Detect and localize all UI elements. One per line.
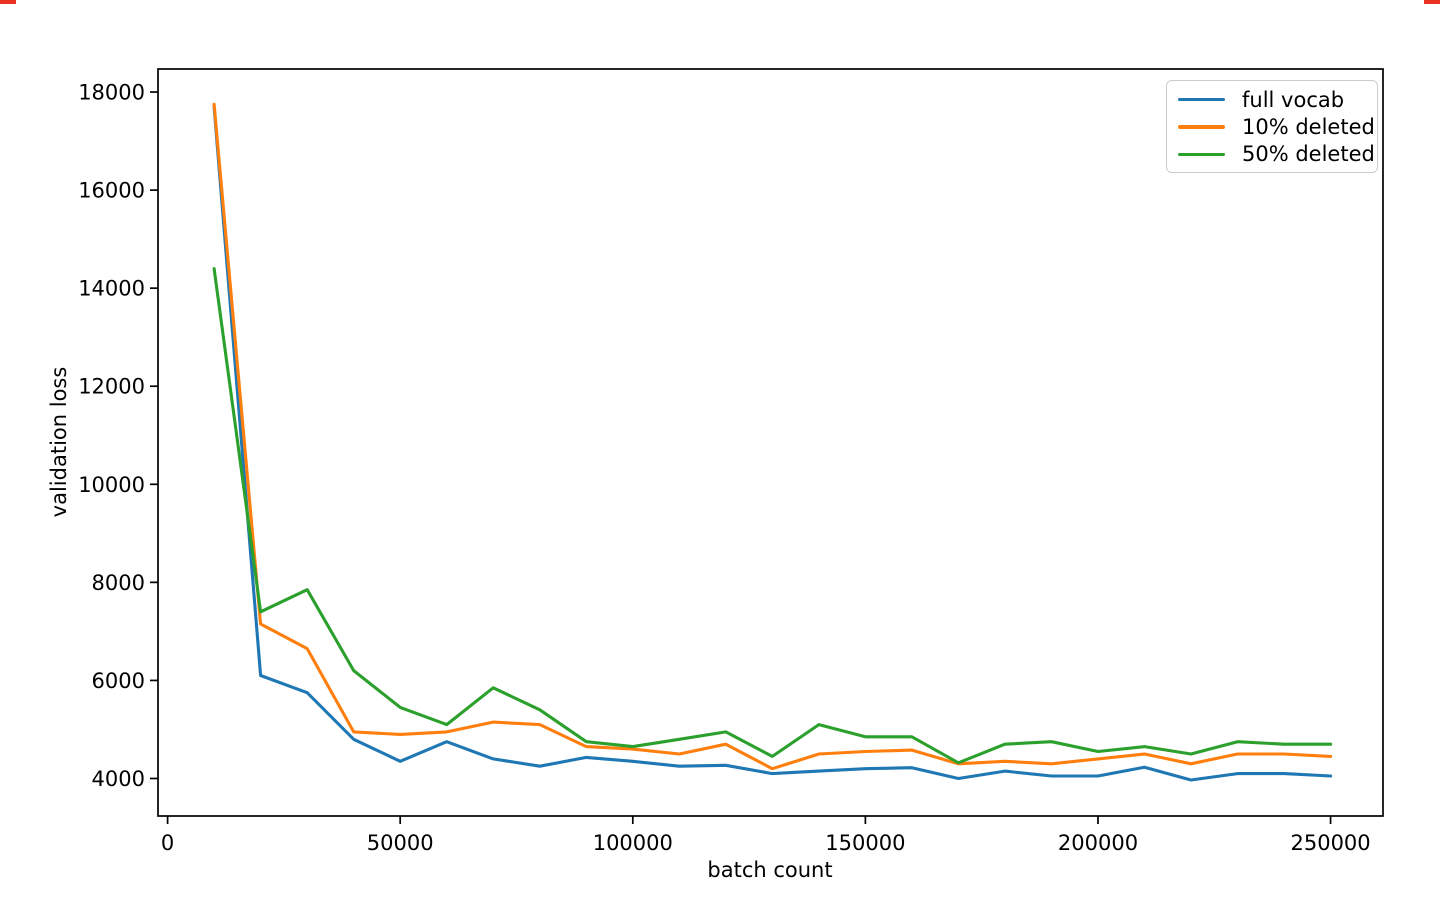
- series-line-0: [212, 105, 1333, 782]
- y-axis-title: validation loss: [47, 366, 71, 518]
- x-tick-label: 150000: [825, 831, 905, 855]
- x-tick-label: 200000: [1058, 831, 1138, 855]
- y-tick-label: 8000: [92, 571, 145, 595]
- x-tick-label: 0: [161, 831, 174, 855]
- x-axis-title: batch count: [707, 858, 833, 882]
- screen-corner-mark-right: [1424, 0, 1440, 4]
- plot-frame: [157, 68, 1384, 817]
- legend-label-50pct-deleted: 50% deleted: [1242, 142, 1375, 167]
- y-tick-label: 4000: [92, 767, 145, 791]
- x-tick-label: 250000: [1290, 831, 1370, 855]
- x-tick-label: 50000: [367, 831, 434, 855]
- y-tick-label: 16000: [78, 179, 145, 203]
- legend-item-full-vocab: full vocab: [1178, 86, 1377, 113]
- legend-item-50pct-deleted: 50% deleted: [1178, 141, 1377, 168]
- y-tick-label: 6000: [92, 669, 145, 693]
- legend-label-full-vocab: full vocab: [1242, 87, 1345, 112]
- legend-swatch-full-vocab: [1178, 98, 1225, 102]
- x-tick-label: 100000: [593, 831, 673, 855]
- legend-swatch-50pct-deleted: [1178, 152, 1225, 156]
- y-tick-label: 12000: [78, 375, 145, 399]
- series-line-2: [212, 267, 1333, 765]
- legend-item-10pct-deleted: 10% deleted: [1178, 113, 1377, 140]
- y-tick-label: 18000: [78, 81, 145, 105]
- y-tick-label: 14000: [78, 277, 145, 301]
- legend: full vocab 10% deleted 50% deleted: [1166, 80, 1378, 173]
- legend-swatch-10pct-deleted: [1178, 125, 1225, 129]
- screen-corner-mark-left: [0, 0, 16, 4]
- series-line-1: [212, 102, 1333, 771]
- legend-label-10pct-deleted: 10% deleted: [1242, 114, 1375, 139]
- y-tick-label: 10000: [78, 473, 145, 497]
